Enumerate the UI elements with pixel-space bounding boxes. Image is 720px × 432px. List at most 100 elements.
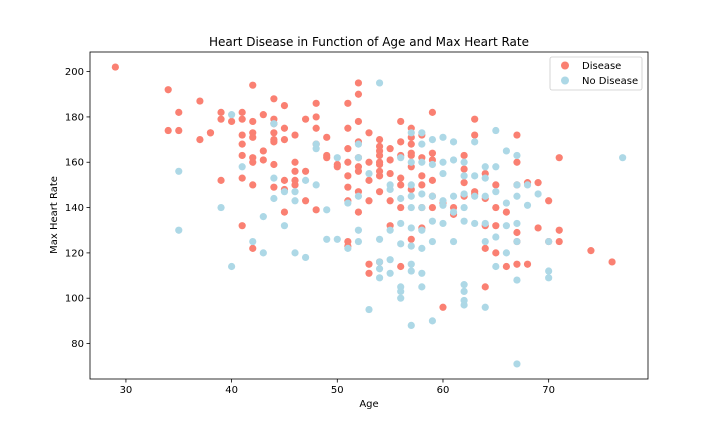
point-disease: [249, 81, 257, 89]
point-no-disease: [481, 174, 489, 182]
point-disease: [354, 117, 363, 126]
point-disease: [407, 140, 415, 148]
point-no-disease: [375, 274, 384, 282]
point-no-disease: [513, 360, 521, 368]
point-no-disease: [428, 135, 437, 144]
point-no-disease: [492, 262, 500, 271]
point-no-disease: [460, 158, 468, 166]
point-disease: [354, 90, 363, 98]
point-disease: [217, 176, 225, 184]
point-no-disease: [502, 249, 510, 257]
point-no-disease: [460, 301, 468, 309]
point-disease: [270, 138, 278, 146]
y-tick-label: 140: [65, 203, 84, 214]
point-no-disease: [449, 156, 458, 164]
point-no-disease: [492, 163, 500, 171]
point-no-disease: [280, 188, 289, 196]
point-disease: [249, 158, 257, 166]
point-no-disease: [291, 188, 299, 196]
point-no-disease: [323, 206, 331, 214]
point-disease: [354, 208, 363, 216]
point-no-disease: [365, 169, 373, 178]
point-no-disease: [513, 181, 521, 189]
point-disease: [238, 151, 246, 160]
point-disease: [111, 63, 119, 71]
point-no-disease: [175, 226, 183, 234]
point-no-disease: [270, 120, 278, 128]
point-no-disease: [513, 151, 521, 160]
point-disease: [291, 131, 299, 139]
point-no-disease: [545, 237, 553, 246]
point-disease: [238, 222, 246, 230]
point-disease: [608, 258, 616, 266]
point-no-disease: [523, 201, 532, 209]
point-no-disease: [386, 226, 394, 234]
point-no-disease: [407, 158, 415, 166]
point-disease: [217, 115, 225, 123]
point-disease: [238, 115, 246, 123]
point-disease: [228, 117, 236, 126]
x-tick-label: 40: [225, 385, 238, 396]
point-disease: [375, 151, 384, 160]
point-no-disease: [375, 265, 384, 273]
point-no-disease: [418, 283, 426, 291]
point-disease: [280, 176, 289, 184]
point-disease: [587, 247, 595, 255]
point-disease: [344, 99, 352, 107]
point-disease: [312, 113, 320, 121]
point-disease: [301, 197, 310, 205]
point-disease: [492, 181, 500, 189]
point-disease: [492, 222, 500, 230]
point-disease: [523, 260, 532, 268]
point-disease: [301, 167, 310, 175]
point-disease: [555, 226, 563, 234]
point-no-disease: [439, 169, 447, 178]
x-tick-label: 50: [331, 385, 344, 396]
point-disease: [407, 235, 415, 243]
point-disease: [513, 131, 521, 139]
point-disease: [397, 117, 405, 126]
point-disease: [513, 260, 521, 268]
x-axis-ticks: 30 40 50 60 70: [120, 379, 555, 396]
point-no-disease: [397, 294, 405, 302]
chart-title: Heart Disease in Function of Age and Max…: [209, 35, 529, 49]
point-disease: [238, 108, 246, 116]
point-no-disease: [333, 235, 341, 243]
point-no-disease: [481, 192, 489, 200]
point-no-disease: [481, 163, 489, 171]
point-no-disease: [301, 253, 310, 262]
point-disease: [502, 208, 510, 216]
point-no-disease: [439, 133, 447, 141]
point-disease: [418, 181, 426, 189]
point-disease: [164, 86, 172, 94]
point-no-disease: [386, 269, 394, 277]
point-disease: [291, 181, 299, 189]
legend-box: [549, 56, 643, 91]
point-no-disease: [270, 194, 278, 203]
point-no-disease: [502, 222, 510, 230]
point-disease: [386, 169, 394, 178]
point-no-disease: [619, 154, 627, 162]
point-no-disease: [386, 256, 394, 264]
point-no-disease: [439, 158, 447, 166]
point-disease: [312, 99, 320, 107]
point-disease: [175, 126, 183, 135]
point-disease: [270, 160, 278, 169]
point-disease: [196, 135, 204, 144]
y-tick-label: 160: [65, 158, 84, 169]
point-no-disease: [397, 240, 405, 248]
point-disease: [471, 131, 479, 139]
point-no-disease: [354, 140, 363, 148]
point-disease: [323, 151, 331, 160]
point-disease: [365, 269, 373, 277]
point-no-disease: [397, 219, 405, 228]
point-no-disease: [449, 138, 458, 146]
point-disease: [397, 138, 405, 146]
point-no-disease: [407, 203, 415, 212]
y-tick-label: 200: [65, 67, 84, 78]
point-disease: [280, 208, 289, 216]
point-no-disease: [418, 140, 426, 148]
point-disease: [428, 149, 437, 157]
point-no-disease: [228, 111, 236, 119]
point-no-disease: [333, 154, 341, 162]
